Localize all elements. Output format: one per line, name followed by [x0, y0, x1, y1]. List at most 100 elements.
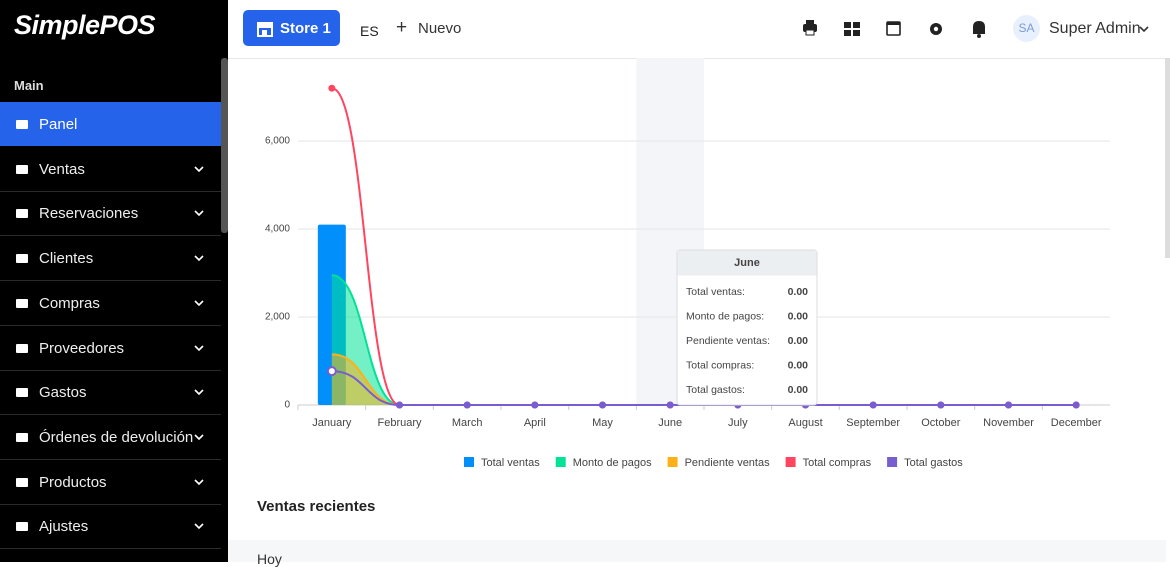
legend-swatch: [667, 457, 678, 467]
nav-chevron: [194, 523, 204, 530]
nav-label: Ajustes: [39, 518, 89, 536]
settings-icon[interactable]: [930, 23, 942, 35]
tooltip-value: 0.00: [788, 359, 809, 371]
nav-label: Gastos: [39, 384, 87, 402]
legend-swatch: [464, 457, 474, 467]
legend-swatch: [785, 457, 796, 467]
point: [396, 401, 403, 409]
legend-label: Total gastos: [904, 457, 963, 469]
legend-label: Monto de pagos: [573, 457, 652, 469]
tooltip-label: Total gastos:: [686, 384, 745, 396]
nav-icon: [16, 343, 28, 353]
new-button[interactable]: Nuevo: [418, 20, 462, 37]
tooltip-title: June: [734, 257, 760, 269]
nav-item[interactable]: Compras: [0, 281, 221, 326]
legend: Total ventas Monto de pagos Pendiente vent…: [464, 457, 963, 469]
nav-item[interactable]: Ajustes: [0, 504, 221, 550]
x-tick-label: April: [524, 417, 546, 429]
store-label: Store 1: [280, 20, 331, 37]
legend-label: Total compras: [803, 457, 872, 469]
tooltip-label: Total ventas:: [686, 286, 745, 298]
topbar: Store 1 ES + Nuevo SA Super Admin: [228, 0, 1170, 59]
nav-chevron: [194, 344, 204, 351]
nav-label: Compras: [39, 294, 100, 312]
nav-chevron: [194, 300, 204, 306]
scrollbar[interactable]: [1165, 58, 1170, 258]
x-tick-label: February: [377, 417, 422, 429]
point: [666, 401, 674, 409]
nav-icon: [16, 254, 28, 264]
nav-label: Órdenes de devolución: [39, 428, 194, 446]
tooltip-label: Monto de pagos:: [686, 310, 764, 322]
nav-icon: [16, 120, 28, 129]
user-chevron[interactable]: [1138, 24, 1150, 34]
plus-icon[interactable]: +: [396, 17, 408, 38]
nav-item[interactable]: Órdenes de devolución: [0, 415, 221, 460]
group-row: Hoy: [228, 540, 1166, 567]
grid-icon[interactable]: [844, 22, 860, 36]
tooltip-value: 0.00: [788, 310, 809, 322]
language[interactable]: ES: [360, 23, 379, 39]
legend-label: Pendiente ventas: [685, 457, 771, 469]
tooltip-value: 0.00: [788, 286, 809, 298]
point: [1005, 401, 1012, 409]
nav-icon: [16, 164, 28, 174]
nav-item[interactable]: Productos: [0, 460, 221, 505]
y-tick-label: 6,000: [265, 136, 290, 147]
legend-swatch: [555, 457, 566, 467]
x-tick-label: June: [658, 417, 682, 429]
nav-icon: [16, 432, 28, 442]
nav-item[interactable]: Ventas: [0, 147, 221, 192]
toolbar-icons: [803, 20, 985, 38]
point: [599, 401, 606, 409]
x-tick-label: October: [921, 417, 960, 429]
nav-chevron: [194, 389, 204, 396]
store-button[interactable]: Store 1: [243, 10, 340, 46]
store-icon: [257, 22, 273, 37]
nav-label: Proveedores: [39, 339, 125, 357]
nav-item[interactable]: Gastos: [0, 370, 221, 416]
nav-icon: [16, 522, 28, 532]
logo[interactable]: SimplePOS: [14, 10, 156, 40]
y-tick-label: 4,000: [265, 224, 290, 235]
section-title: Ventas recientes: [257, 498, 376, 515]
point: [531, 401, 539, 409]
avatar[interactable]: SA: [1013, 15, 1040, 42]
nav-label: Clientes: [39, 250, 94, 268]
x-tick-label: January: [312, 417, 352, 429]
scrollbar[interactable]: [221, 58, 228, 233]
nav-item[interactable]: Panel: [0, 102, 221, 146]
nav-icon: [16, 209, 28, 219]
calendar-icon[interactable]: [886, 21, 901, 36]
legend-swatch: [887, 457, 898, 467]
x-tick-label: March: [452, 417, 483, 429]
sidebar: SimplePOS Main Panel Ventas Reservaciones C…: [0, 0, 228, 562]
bell-icon[interactable]: [973, 21, 985, 38]
x-tick-label: November: [983, 417, 1034, 429]
x-tick-label: December: [1051, 417, 1102, 429]
point: [463, 401, 471, 409]
x-tick-label: May: [592, 417, 613, 429]
tooltip-value: 0.00: [788, 335, 809, 347]
tooltip-value: 0.00: [788, 384, 809, 396]
nav-icon: [16, 388, 28, 398]
nav-item[interactable]: Reservaciones: [0, 191, 221, 237]
nav-item[interactable]: Proveedores: [0, 326, 221, 371]
nav-icon: [16, 477, 28, 487]
tooltip-header: [677, 250, 817, 276]
point: [869, 401, 877, 409]
nav-item[interactable]: Clientes: [0, 236, 221, 282]
nav-chevron: [194, 479, 204, 485]
point: [1072, 401, 1080, 409]
nav-label: Ventas: [39, 160, 85, 178]
nav-chevron: [194, 210, 204, 217]
point: [937, 401, 945, 409]
tooltip: June Total ventas: 0.00 Monto de pagos: 0.00…: [676, 249, 818, 406]
y-tick-label: 2,000: [265, 312, 290, 323]
user-name[interactable]: Super Admin: [1049, 20, 1141, 37]
print-icon[interactable]: [803, 20, 817, 36]
nav-icon: [16, 298, 28, 308]
nav-label: Panel: [39, 116, 78, 133]
chart: 0 2,000 4,000 6,000 January February March Apri…: [265, 58, 1110, 469]
